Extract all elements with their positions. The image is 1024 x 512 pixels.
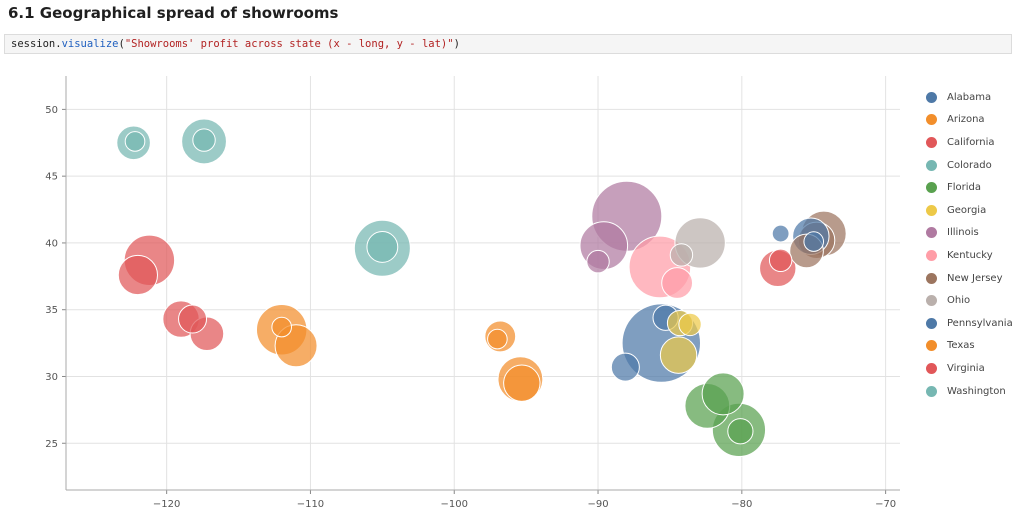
page-title: 6.1 Geographical spread of showrooms: [8, 4, 339, 22]
legend-swatch: [926, 249, 937, 261]
legend-item[interactable]: California: [926, 131, 1013, 154]
legend-label: Pennsylvania: [947, 317, 1013, 329]
legend-item[interactable]: New Jersey: [926, 267, 1013, 290]
bubble-point[interactable]: [271, 316, 292, 338]
legend-label: Kentucky: [947, 249, 993, 261]
bubble-point[interactable]: [366, 231, 399, 263]
bubble-point[interactable]: [678, 312, 702, 337]
legend-label: Virginia: [947, 362, 985, 374]
bubble-point[interactable]: [669, 243, 694, 267]
y-tick-label: 30: [45, 372, 58, 383]
axes: −120 −110 −100 −90 −80 −70 25 30 35 40 45 50: [45, 76, 900, 510]
legend-swatch: [926, 227, 937, 239]
code-dot: .: [55, 38, 62, 50]
legend-item[interactable]: Kentucky: [926, 244, 1013, 267]
legend-item[interactable]: Alabama: [926, 86, 1013, 109]
bubble-point[interactable]: [610, 352, 640, 382]
legend-label: Florida: [947, 182, 982, 194]
legend-label: New Jersey: [947, 272, 1003, 284]
bubble-point[interactable]: [124, 131, 146, 152]
code-close-paren: ): [453, 38, 460, 50]
bubble-point[interactable]: [701, 372, 745, 416]
legend-swatch: [926, 136, 937, 148]
y-tick-label: 35: [45, 305, 58, 316]
bubble-point[interactable]: [803, 231, 825, 252]
x-tick-label: −70: [875, 499, 896, 510]
legend-swatch: [926, 295, 937, 307]
legend-swatch: [926, 272, 937, 284]
legend-swatch: [926, 204, 937, 216]
x-tick-label: −90: [587, 499, 608, 510]
code-object: session: [11, 38, 56, 50]
bubble-point[interactable]: [487, 328, 508, 350]
legend-label: California: [947, 136, 995, 148]
legend-swatch: [926, 182, 937, 194]
x-tick-label: −80: [731, 499, 752, 510]
code-method: visualize: [61, 38, 119, 50]
bubble-chart[interactable]: −120 −110 −100 −90 −80 −70 25 30 35 40 45 50: [0, 60, 910, 512]
bubble-point[interactable]: [178, 304, 208, 334]
legend-swatch: [926, 114, 937, 126]
legend-swatch: [926, 385, 937, 397]
legend-item[interactable]: Virginia: [926, 357, 1013, 380]
code-open-paren: (: [118, 38, 125, 50]
legend: Alabama Arizona California Colorado Florida G…: [926, 86, 1013, 402]
legend-label: Alabama: [947, 91, 992, 103]
code-argument: "Showrooms' profit across state (x - lon…: [124, 38, 454, 50]
legend-item[interactable]: Texas: [926, 335, 1013, 358]
bubbles: [116, 118, 847, 458]
legend-label: Washington: [947, 385, 1006, 397]
legend-item[interactable]: Colorado: [926, 154, 1013, 177]
bubble-point[interactable]: [117, 254, 158, 296]
bubble-point[interactable]: [771, 224, 790, 243]
bubble-point[interactable]: [192, 128, 216, 152]
legend-label: Illinois: [947, 227, 979, 239]
y-tick-label: 25: [45, 439, 58, 450]
legend-item[interactable]: Florida: [926, 176, 1013, 199]
legend-swatch: [926, 362, 937, 374]
legend-item[interactable]: Georgia: [926, 199, 1013, 222]
legend-item[interactable]: Pennsylvania: [926, 312, 1013, 335]
legend-swatch: [926, 317, 937, 329]
legend-label: Colorado: [947, 159, 992, 171]
legend-item[interactable]: Arizona: [926, 109, 1013, 132]
bubble-point[interactable]: [659, 336, 698, 374]
bubble-point[interactable]: [661, 267, 694, 299]
x-tick-label: −100: [441, 499, 468, 510]
legend-swatch: [926, 340, 937, 352]
legend-item[interactable]: Washington: [926, 380, 1013, 403]
legend-swatch: [926, 91, 937, 103]
code-cell[interactable]: session.visualize("Showrooms' profit acr…: [4, 34, 1012, 54]
legend-label: Texas: [947, 340, 975, 352]
bubble-point[interactable]: [768, 248, 793, 272]
legend-item[interactable]: Illinois: [926, 222, 1013, 245]
legend-label: Arizona: [947, 114, 985, 126]
legend-item[interactable]: Ohio: [926, 289, 1013, 312]
legend-label: Ohio: [947, 295, 971, 307]
legend-label: Georgia: [947, 204, 987, 216]
y-tick-label: 50: [45, 105, 58, 116]
x-tick-label: −120: [153, 499, 180, 510]
bubble-point[interactable]: [727, 418, 754, 445]
x-tick-label: −110: [297, 499, 324, 510]
legend-swatch: [926, 159, 937, 171]
bubble-point[interactable]: [586, 249, 610, 274]
y-tick-label: 45: [45, 172, 58, 183]
y-tick-label: 40: [45, 238, 58, 249]
bubble-point[interactable]: [503, 364, 541, 402]
